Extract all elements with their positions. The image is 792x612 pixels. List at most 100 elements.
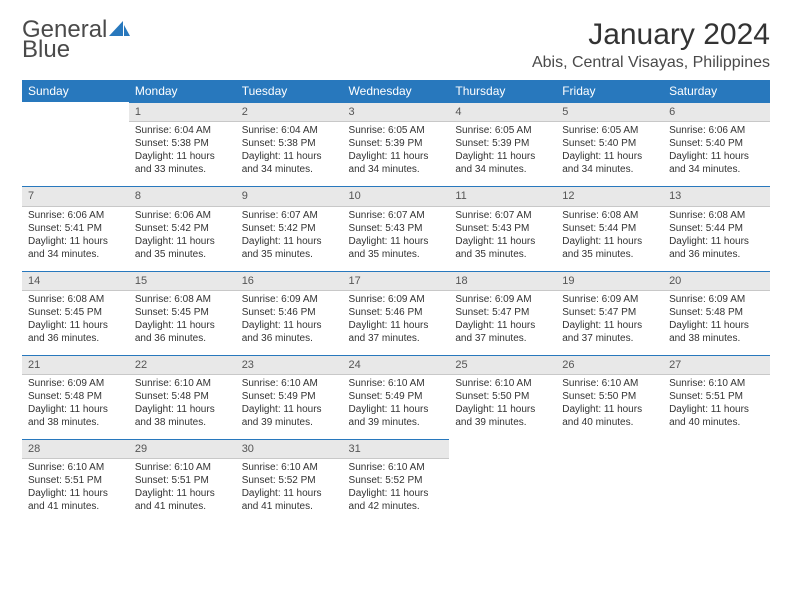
daylight-text: Daylight: 11 hours and 41 minutes. [242,487,337,513]
daylight-text: Daylight: 11 hours and 40 minutes. [562,403,657,429]
day-header-row: Sunday Monday Tuesday Wednesday Thursday… [22,80,770,102]
day-body: Sunrise: 6:07 AMSunset: 5:43 PMDaylight:… [449,207,556,271]
sunrise-text: Sunrise: 6:10 AM [135,377,230,390]
sunset-text: Sunset: 5:43 PM [455,222,550,235]
calendar-cell [449,439,556,523]
day-header: Tuesday [236,80,343,102]
sunset-text: Sunset: 5:46 PM [349,306,444,319]
daylight-text: Daylight: 11 hours and 41 minutes. [28,487,123,513]
day-number: 13 [663,186,770,206]
day-header: Monday [129,80,236,102]
daylight-text: Daylight: 11 hours and 36 minutes. [28,319,123,345]
sunrise-text: Sunrise: 6:05 AM [455,124,550,137]
sunrise-text: Sunrise: 6:06 AM [28,209,123,222]
calendar-week-row: 28Sunrise: 6:10 AMSunset: 5:51 PMDayligh… [22,439,770,523]
calendar-cell: 31Sunrise: 6:10 AMSunset: 5:52 PMDayligh… [343,439,450,523]
sunset-text: Sunset: 5:40 PM [669,137,764,150]
daylight-text: Daylight: 11 hours and 36 minutes. [135,319,230,345]
day-header: Wednesday [343,80,450,102]
sunrise-text: Sunrise: 6:10 AM [349,377,444,390]
sunrise-text: Sunrise: 6:04 AM [242,124,337,137]
calendar-cell: 13 Sunrise: 6:08 AMSunset: 5:44 PMDayligh… [663,186,770,270]
day-number: 25 [449,355,556,375]
sunset-text: Sunset: 5:50 PM [562,390,657,403]
day-body: Sunrise: 6:07 AMSunset: 5:43 PMDaylight:… [343,207,450,271]
day-body: Sunrise: 6:10 AMSunset: 5:52 PMDaylight:… [236,459,343,523]
sunrise-text: Sunrise: 6:06 AM [669,124,764,137]
calendar-cell: 28Sunrise: 6:10 AMSunset: 5:51 PMDayligh… [22,439,129,523]
calendar-cell: 17Sunrise: 6:09 AMSunset: 5:46 PMDayligh… [343,271,450,355]
daylight-text: Daylight: 11 hours and 37 minutes. [562,319,657,345]
calendar-cell: 2Sunrise: 6:04 AMSunset: 5:38 PMDaylight… [236,102,343,186]
calendar-cell [22,102,129,186]
day-body: Sunrise: 6:04 AMSunset: 5:38 PMDaylight:… [129,122,236,186]
calendar-cell: 19Sunrise: 6:09 AMSunset: 5:47 PMDayligh… [556,271,663,355]
calendar-cell: 12Sunrise: 6:08 AMSunset: 5:44 PMDayligh… [556,186,663,270]
sunset-text: Sunset: 5:39 PM [455,137,550,150]
calendar-cell: 30Sunrise: 6:10 AMSunset: 5:52 PMDayligh… [236,439,343,523]
day-number: 23 [236,355,343,375]
sunset-text: Sunset: 5:42 PM [242,222,337,235]
sunrise-text: Sunrise: 6:09 AM [455,293,550,306]
daylight-text: Daylight: 11 hours and 35 minutes. [242,235,337,261]
day-number: 2 [236,102,343,122]
day-number: 8 [129,186,236,206]
day-body: Sunrise: 6:09 AMSunset: 5:47 PMDaylight:… [556,291,663,355]
calendar-cell: 16Sunrise: 6:09 AMSunset: 5:46 PMDayligh… [236,271,343,355]
sunrise-text: Sunrise: 6:10 AM [135,461,230,474]
sunset-text: Sunset: 5:51 PM [28,474,123,487]
daylight-text: Daylight: 11 hours and 34 minutes. [242,150,337,176]
daylight-text: Daylight: 11 hours and 39 minutes. [455,403,550,429]
calendar-cell: 29Sunrise: 6:10 AMSunset: 5:51 PMDayligh… [129,439,236,523]
sunset-text: Sunset: 5:44 PM [669,222,764,235]
day-body: Sunrise: 6:10 AMSunset: 5:51 PMDaylight:… [129,459,236,523]
daylight-text: Daylight: 11 hours and 42 minutes. [349,487,444,513]
calendar-cell: 1Sunrise: 6:04 AMSunset: 5:38 PMDaylight… [129,102,236,186]
calendar-cell: 5Sunrise: 6:05 AMSunset: 5:40 PMDaylight… [556,102,663,186]
day-number: 24 [343,355,450,375]
calendar-cell: 21Sunrise: 6:09 AMSunset: 5:48 PMDayligh… [22,355,129,439]
day-body [449,459,556,511]
calendar-cell: 25Sunrise: 6:10 AMSunset: 5:50 PMDayligh… [449,355,556,439]
calendar-cell: 9Sunrise: 6:07 AMSunset: 5:42 PMDaylight… [236,186,343,270]
sunset-text: Sunset: 5:52 PM [349,474,444,487]
day-number: 7 [22,186,129,206]
sunset-text: Sunset: 5:48 PM [669,306,764,319]
daylight-text: Daylight: 11 hours and 36 minutes. [669,235,764,261]
daylight-text: Daylight: 11 hours and 36 minutes. [242,319,337,345]
sunset-text: Sunset: 5:46 PM [242,306,337,319]
calendar-cell: 24Sunrise: 6:10 AMSunset: 5:49 PMDayligh… [343,355,450,439]
day-number: 19 [556,271,663,291]
sunset-text: Sunset: 5:52 PM [242,474,337,487]
calendar-cell: 23Sunrise: 6:10 AMSunset: 5:49 PMDayligh… [236,355,343,439]
sunrise-text: Sunrise: 6:09 AM [242,293,337,306]
daylight-text: Daylight: 11 hours and 38 minutes. [28,403,123,429]
day-number: 1 [129,102,236,122]
sunrise-text: Sunrise: 6:08 AM [669,209,764,222]
daylight-text: Daylight: 11 hours and 34 minutes. [28,235,123,261]
sunset-text: Sunset: 5:49 PM [242,390,337,403]
sunrise-text: Sunrise: 6:09 AM [28,377,123,390]
calendar-cell: 15Sunrise: 6:08 AMSunset: 5:45 PMDayligh… [129,271,236,355]
sunrise-text: Sunrise: 6:07 AM [242,209,337,222]
day-body: Sunrise: 6:09 AMSunset: 5:46 PMDaylight:… [236,291,343,355]
day-header: Saturday [663,80,770,102]
calendar-cell: 18Sunrise: 6:09 AMSunset: 5:47 PMDayligh… [449,271,556,355]
calendar-week-row: 1Sunrise: 6:04 AMSunset: 5:38 PMDaylight… [22,102,770,186]
day-number: 3 [343,102,450,122]
day-body: Sunrise: 6:10 AMSunset: 5:51 PMDaylight:… [22,459,129,523]
daylight-text: Daylight: 11 hours and 41 minutes. [135,487,230,513]
daylight-text: Daylight: 11 hours and 37 minutes. [455,319,550,345]
day-body: Sunrise: 6:09 AMSunset: 5:47 PMDaylight:… [449,291,556,355]
sunset-text: Sunset: 5:39 PM [349,137,444,150]
calendar-week-row: 14Sunrise: 6:08 AMSunset: 5:45 PMDayligh… [22,271,770,355]
calendar-cell: 6Sunrise: 6:06 AMSunset: 5:40 PMDaylight… [663,102,770,186]
daylight-text: Daylight: 11 hours and 35 minutes. [349,235,444,261]
calendar-table: Sunday Monday Tuesday Wednesday Thursday… [22,80,770,523]
calendar-cell: 27Sunrise: 6:10 AMSunset: 5:51 PMDayligh… [663,355,770,439]
sunrise-text: Sunrise: 6:10 AM [349,461,444,474]
sunset-text: Sunset: 5:42 PM [135,222,230,235]
day-body: Sunrise: 6:08 AMSunset: 5:44 PMDaylight:… [556,207,663,271]
sunset-text: Sunset: 5:45 PM [135,306,230,319]
day-body: Sunrise: 6:10 AMSunset: 5:50 PMDaylight:… [449,375,556,439]
